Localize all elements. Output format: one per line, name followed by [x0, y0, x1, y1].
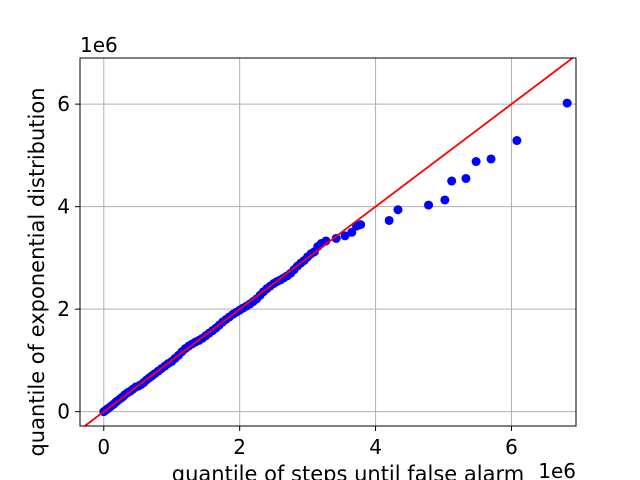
x-tick-label: 4: [369, 435, 382, 459]
data-point: [340, 231, 350, 241]
data-point: [447, 176, 457, 186]
x-tick-label: 6: [505, 435, 518, 459]
y-tick-label: 0: [57, 400, 70, 424]
plot-frame: [79, 57, 577, 427]
grid: [80, 58, 576, 426]
data-point: [562, 98, 572, 108]
y-tick-label: 4: [57, 195, 70, 219]
x-axis-ticks: 0 2 4 6: [97, 426, 518, 459]
y-axis-offset-text: 1e6: [80, 33, 118, 57]
y-axis-ticks: 0 2 4 6: [57, 92, 80, 424]
data-point: [384, 215, 394, 225]
data-point: [347, 227, 357, 237]
data-point: [486, 154, 496, 164]
reference-line: [83, 58, 575, 426]
x-axis-offset-text: 1e6: [538, 459, 576, 480]
data-point: [471, 157, 481, 167]
data-point: [424, 200, 434, 210]
y-axis-label: quantile of exponential distribution: [25, 87, 49, 456]
scatter-points: [99, 98, 572, 417]
data-point: [356, 220, 366, 230]
x-axis-label: quantile of steps until false alarm: [172, 462, 524, 480]
y-tick-label: 2: [57, 297, 70, 321]
x-tick-label: 0: [97, 435, 110, 459]
y-tick-label: 6: [57, 92, 70, 116]
data-point: [331, 233, 341, 243]
data-point: [440, 195, 450, 205]
data-point: [461, 173, 471, 183]
data-point: [512, 136, 522, 146]
x-tick-label: 2: [233, 435, 246, 459]
data-point: [393, 205, 403, 215]
